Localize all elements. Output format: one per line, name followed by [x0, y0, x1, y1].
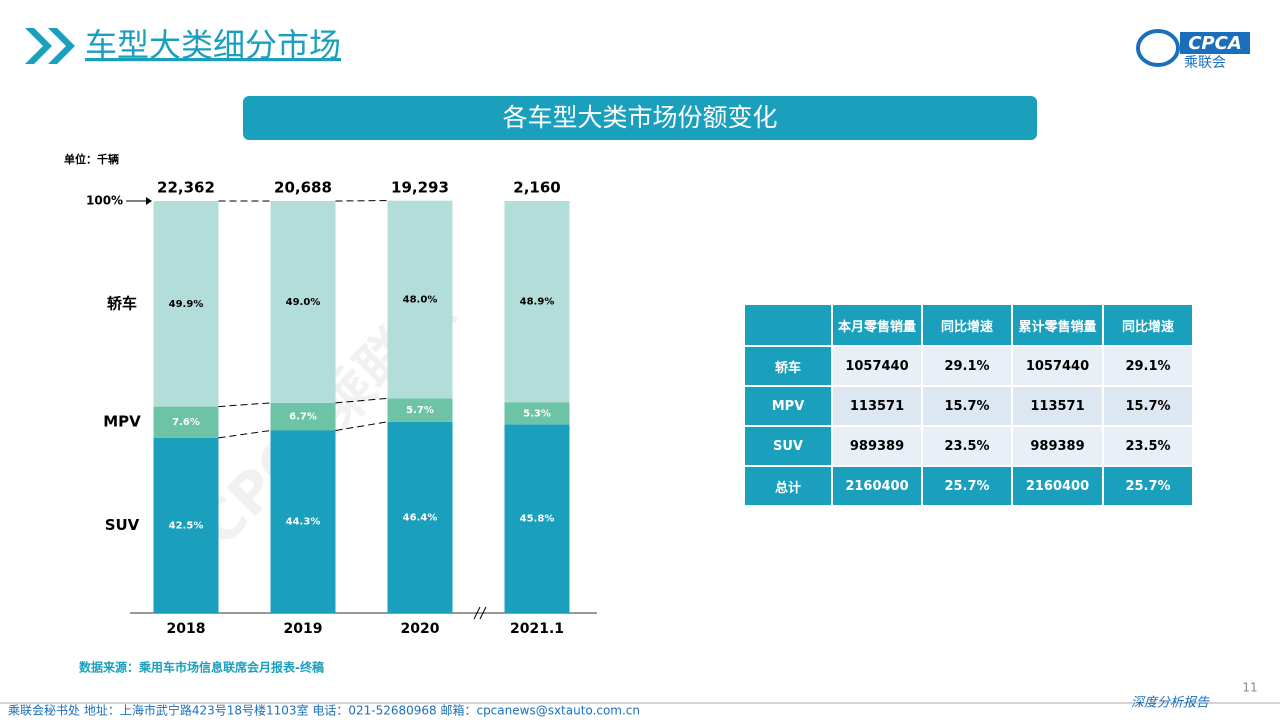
bar-segment: [270, 430, 336, 613]
legend-label: SUV: [105, 516, 140, 534]
banner: [243, 96, 1037, 140]
header-cell: 同比增速: [1102, 303, 1194, 347]
header-cell: 累计零售销量: [1011, 303, 1104, 347]
row-label: SUV: [743, 425, 833, 467]
table-row: SUV 989389 23.5% 989389 23.5%: [743, 425, 1194, 467]
x-tick-label: 2021.1: [510, 621, 564, 637]
table-row: MPV 113571 15.7% 113571 15.7%: [743, 385, 1194, 427]
value-label: 48.0%: [403, 294, 438, 305]
table-cell: 25.7%: [921, 465, 1013, 507]
value-label: 7.6%: [172, 417, 200, 428]
table-cell: 989389: [831, 425, 923, 467]
bar-segment: [270, 201, 336, 403]
row-label: 总计: [743, 465, 833, 507]
table-row: 轿车 1057440 29.1% 1057440 29.1%: [743, 345, 1194, 387]
connector: [218, 429, 271, 439]
value-label: 45.8%: [520, 514, 555, 525]
source: 数据来源：乘用车市场信息联席会月报表-终稿: [79, 660, 324, 675]
arrow-head: [146, 197, 152, 205]
banner-title: 各车型大类市场份额变化: [502, 103, 777, 132]
table-cell: 2160400: [1011, 465, 1104, 507]
table-cell: 25.7%: [1102, 465, 1194, 507]
total-label: 2,160: [513, 179, 560, 197]
footer-report: 深度分析报告: [1131, 696, 1210, 711]
total-label: 19,293: [391, 179, 449, 197]
logo-box: [1180, 32, 1250, 54]
x-tick-label: 2018: [167, 621, 206, 637]
legend-label: MPV: [103, 413, 141, 431]
table-cell: 113571: [1011, 385, 1104, 427]
logo-name: 乘联会: [1184, 55, 1226, 71]
unit-label: 单位：千辆: [64, 152, 119, 166]
x-tick-label: 2020: [401, 621, 440, 637]
logo-icon: [1136, 29, 1180, 67]
footer-contact: 乘联会秘书处 地址：上海市武宁路423号18号楼1103室 电话：021-526…: [8, 703, 640, 718]
value-label: 49.9%: [169, 299, 204, 310]
row-label: MPV: [743, 385, 833, 427]
table-cell: 2160400: [831, 465, 923, 507]
legend-label: 轿车: [107, 294, 137, 312]
bar-segment: [270, 402, 336, 431]
bar-segment: [504, 424, 570, 613]
header-cell: 同比增速: [921, 303, 1013, 347]
table-cell: 23.5%: [1102, 425, 1194, 467]
value-label: 44.3%: [286, 517, 321, 528]
table-cell: 1057440: [831, 345, 923, 387]
header-row: 本月零售销量 同比增速 累计零售销量 同比增速: [743, 303, 1194, 347]
bar-segment: [387, 421, 453, 613]
bar-segment: [153, 201, 219, 407]
value-label: 5.7%: [406, 405, 434, 416]
y-tick-label: 100%: [86, 194, 123, 208]
table-row: 总计 2160400 25.7% 2160400 25.7%: [743, 465, 1194, 507]
header-cell: [743, 303, 833, 347]
total-label: 20,688: [274, 179, 332, 197]
bar-segment: [153, 437, 219, 613]
table-cell: 113571: [831, 385, 923, 427]
sales-table: 本月零售销量 同比增速 累计零售销量 同比增速 轿车 1057440 29.1% 105744…: [743, 303, 1194, 507]
table-cell: 29.1%: [1102, 345, 1194, 387]
page-number: 11: [1242, 681, 1257, 695]
total-label: 22,362: [157, 179, 215, 197]
table-cell: 23.5%: [921, 425, 1013, 467]
value-label: 5.3%: [523, 408, 551, 419]
page-title: 车型大类细分市场: [85, 26, 341, 64]
axis-break: [473, 606, 487, 620]
row-label: 轿车: [743, 345, 833, 387]
value-label: 6.7%: [289, 412, 317, 423]
value-label: 48.9%: [520, 297, 555, 308]
table-cell: 989389: [1011, 425, 1104, 467]
x-tick-label: 2019: [284, 621, 323, 637]
bar-segment: [504, 201, 570, 403]
table-cell: 29.1%: [921, 345, 1013, 387]
logo-text: CPCA: [1188, 33, 1242, 54]
header-cell: 本月零售销量: [831, 303, 923, 347]
bar-segment: [504, 402, 570, 425]
connector: [218, 402, 271, 408]
value-label: 46.4%: [403, 512, 438, 523]
connector: [335, 421, 388, 431]
value-label: 42.5%: [169, 520, 204, 531]
value-label: 49.0%: [286, 297, 321, 308]
bar-segment: [153, 406, 219, 438]
connector: [335, 397, 388, 404]
table-cell: 1057440: [1011, 345, 1104, 387]
bar-segment: [387, 398, 453, 422]
table-cell: 15.7%: [921, 385, 1013, 427]
chevron-icon: [25, 28, 75, 64]
bar-segment: [387, 200, 453, 399]
table-cell: 15.7%: [1102, 385, 1194, 427]
